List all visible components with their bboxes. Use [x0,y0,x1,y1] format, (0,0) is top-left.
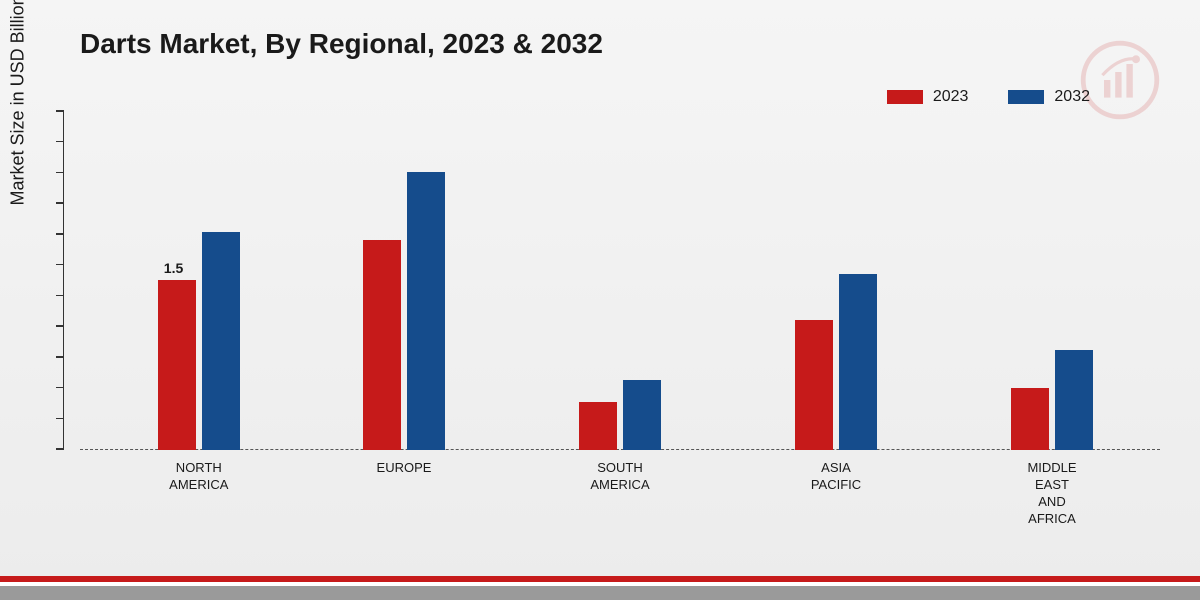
legend-item: 2023 [887,88,969,106]
bar [795,320,833,450]
legend-swatch [887,90,923,104]
y-tick [56,264,64,266]
bar-group: 1.5 [158,232,240,450]
bar [407,172,445,450]
bar [839,274,877,450]
footer-bar [0,586,1200,600]
bar [1055,350,1093,450]
legend-label: 2032 [1054,88,1090,106]
brand-watermark-icon [1080,40,1160,120]
y-tick [56,356,64,358]
legend: 2023 2032 [887,88,1090,106]
y-tick [56,202,64,204]
bar [1011,388,1049,450]
y-tick [56,110,64,112]
x-axis-label: SOUTH AMERICA [590,460,649,494]
x-axis-labels: NORTH AMERICA EUROPE SOUTH AMERICA ASIA PAC… [80,460,1160,540]
bar [158,280,196,450]
bar-group [363,172,445,450]
y-axis-label: Market Size in USD Billion [8,0,29,205]
bar [579,402,617,450]
y-tick [56,141,64,143]
bar [623,380,661,450]
y-axis-ticks [40,110,64,450]
x-axis-label: EUROPE [377,460,432,477]
x-axis-label: NORTH AMERICA [169,460,228,494]
legend-swatch [1008,90,1044,104]
plot-area: 1.5 [80,110,1160,450]
bar-value-label: 1.5 [164,260,183,276]
y-tick [56,233,64,235]
bar-group [795,274,877,450]
legend-label: 2023 [933,88,969,106]
y-tick [56,325,64,327]
legend-item: 2032 [1008,88,1090,106]
y-tick [56,418,64,420]
bar-group [579,380,661,450]
y-tick [56,387,64,389]
y-tick [56,295,64,297]
x-axis-label: MIDDLE EAST AND AFRICA [1027,460,1076,528]
y-tick [56,448,64,450]
bar [202,232,240,450]
x-axis-label: ASIA PACIFIC [811,460,861,494]
chart-title: Darts Market, By Regional, 2023 & 2032 [80,28,603,60]
y-tick [56,172,64,174]
bar-group [1011,350,1093,450]
bar [363,240,401,450]
